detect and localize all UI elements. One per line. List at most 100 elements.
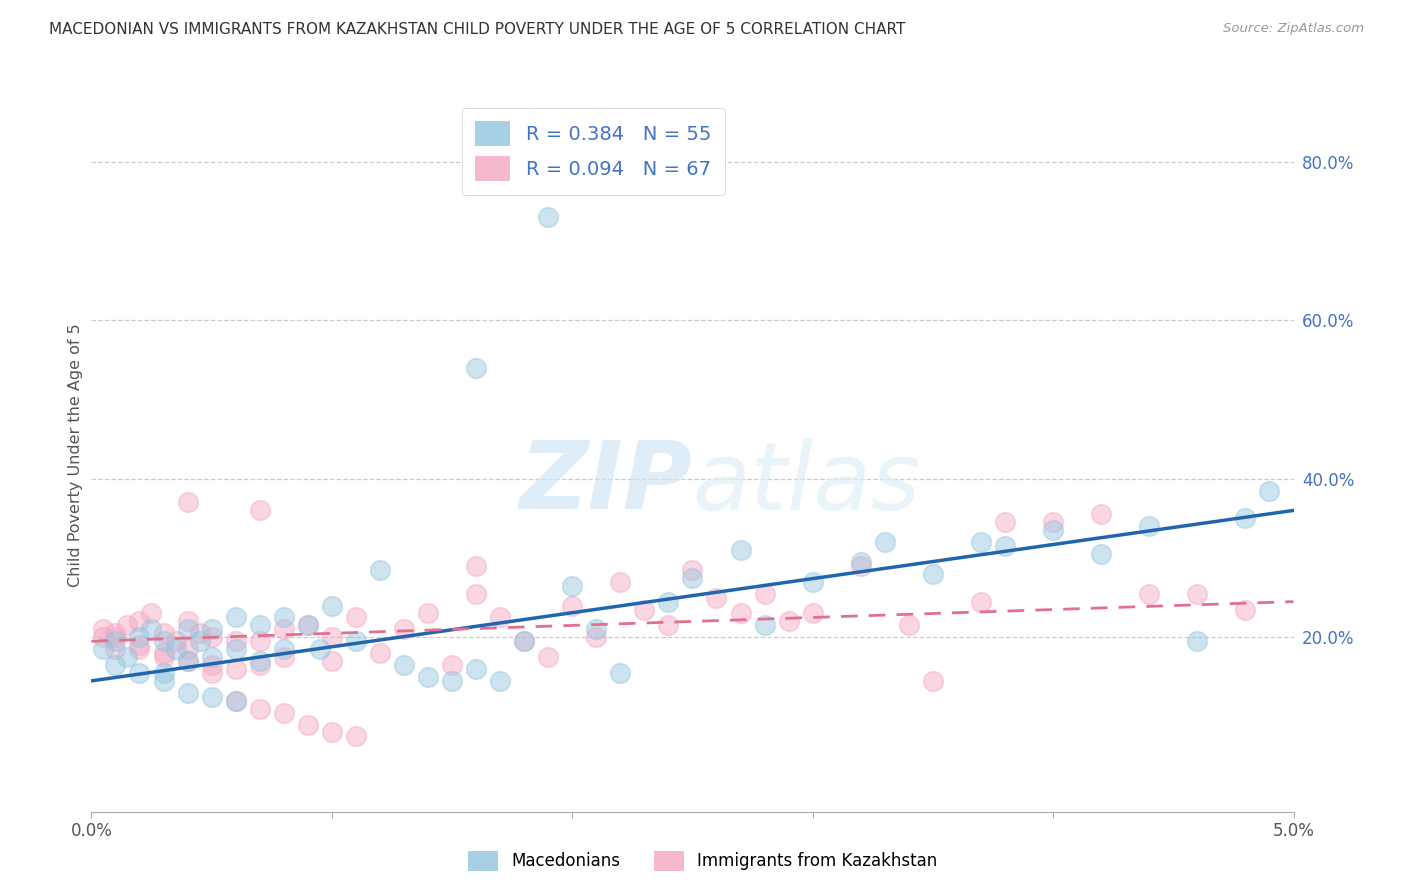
Point xyxy=(489,610,512,624)
Point xyxy=(1090,547,1112,561)
Point xyxy=(970,535,993,549)
Point xyxy=(897,618,920,632)
Point xyxy=(1187,634,1209,648)
Point xyxy=(225,634,247,648)
Point xyxy=(273,623,295,637)
Point xyxy=(225,694,247,708)
Point xyxy=(368,563,391,577)
Point xyxy=(489,673,512,688)
Point xyxy=(93,623,115,637)
Point xyxy=(873,535,896,549)
Point xyxy=(176,654,198,668)
Point xyxy=(104,630,127,644)
Point xyxy=(104,642,127,657)
Point xyxy=(392,623,415,637)
Point xyxy=(922,566,945,581)
Point xyxy=(176,615,198,629)
Point xyxy=(344,634,367,648)
Point xyxy=(225,694,247,708)
Point xyxy=(176,642,198,657)
Point xyxy=(152,665,174,680)
Point xyxy=(225,610,247,624)
Point xyxy=(1234,511,1257,525)
Point xyxy=(201,658,224,673)
Point xyxy=(249,701,271,715)
Point xyxy=(249,654,271,668)
Legend: R = 0.384   N = 55, R = 0.094   N = 67: R = 0.384 N = 55, R = 0.094 N = 67 xyxy=(461,108,725,194)
Point xyxy=(1137,519,1160,533)
Point xyxy=(273,650,295,665)
Point xyxy=(321,725,343,739)
Point xyxy=(513,634,536,648)
Point xyxy=(585,630,607,644)
Point xyxy=(273,706,295,720)
Point xyxy=(609,665,631,680)
Point xyxy=(176,686,198,700)
Point xyxy=(152,626,174,640)
Point xyxy=(681,571,703,585)
Point xyxy=(344,730,367,744)
Point xyxy=(392,658,415,673)
Point xyxy=(440,673,463,688)
Point xyxy=(176,495,198,509)
Point xyxy=(249,634,271,648)
Point xyxy=(801,574,824,589)
Point xyxy=(273,610,295,624)
Point xyxy=(633,602,655,616)
Point xyxy=(104,658,127,673)
Point xyxy=(128,615,150,629)
Point xyxy=(321,599,343,613)
Point xyxy=(1137,587,1160,601)
Point xyxy=(465,662,488,676)
Point xyxy=(416,607,439,621)
Point xyxy=(188,626,211,640)
Point xyxy=(225,642,247,657)
Point xyxy=(681,563,703,577)
Point xyxy=(368,646,391,660)
Point xyxy=(321,630,343,644)
Point xyxy=(128,665,150,680)
Point xyxy=(249,658,271,673)
Point xyxy=(513,634,536,648)
Point xyxy=(465,558,488,573)
Point xyxy=(104,626,127,640)
Text: ZIP: ZIP xyxy=(520,437,692,530)
Point xyxy=(176,623,198,637)
Point xyxy=(141,623,163,637)
Point xyxy=(537,650,560,665)
Point xyxy=(273,642,295,657)
Text: atlas: atlas xyxy=(692,438,921,529)
Point xyxy=(165,634,187,648)
Point xyxy=(994,539,1017,553)
Point xyxy=(201,650,224,665)
Point xyxy=(249,618,271,632)
Point xyxy=(778,615,800,629)
Point xyxy=(188,634,211,648)
Point xyxy=(922,673,945,688)
Point xyxy=(849,558,872,573)
Point xyxy=(201,665,224,680)
Point xyxy=(117,618,139,632)
Point xyxy=(297,717,319,731)
Point xyxy=(465,587,488,601)
Point xyxy=(308,642,330,657)
Point xyxy=(585,623,607,637)
Point xyxy=(609,574,631,589)
Point xyxy=(201,690,224,704)
Point xyxy=(1090,508,1112,522)
Point xyxy=(416,670,439,684)
Text: MACEDONIAN VS IMMIGRANTS FROM KAZAKHSTAN CHILD POVERTY UNDER THE AGE OF 5 CORREL: MACEDONIAN VS IMMIGRANTS FROM KAZAKHSTAN… xyxy=(49,22,905,37)
Point xyxy=(249,503,271,517)
Point xyxy=(537,210,560,224)
Point xyxy=(1042,523,1064,537)
Point xyxy=(128,642,150,657)
Point xyxy=(344,610,367,624)
Point xyxy=(165,642,187,657)
Point xyxy=(754,618,776,632)
Text: Source: ZipAtlas.com: Source: ZipAtlas.com xyxy=(1223,22,1364,36)
Point xyxy=(730,543,752,558)
Point xyxy=(1042,516,1064,530)
Point xyxy=(561,579,583,593)
Point xyxy=(104,634,127,648)
Point xyxy=(440,658,463,673)
